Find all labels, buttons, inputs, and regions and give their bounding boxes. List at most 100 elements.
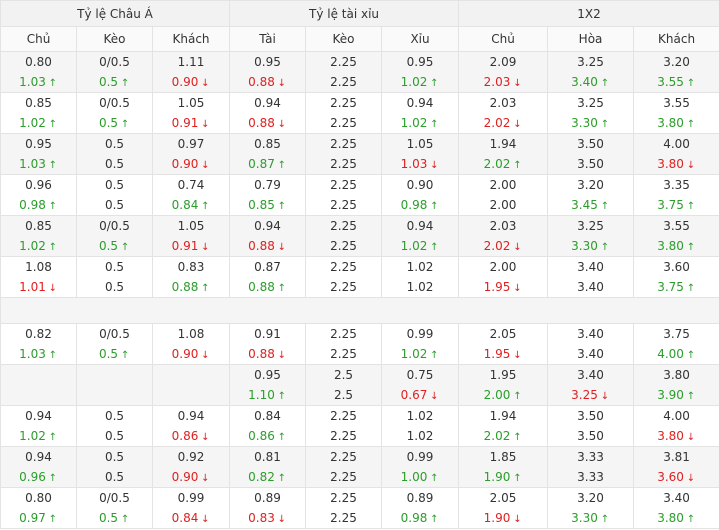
current-odds-value: 0.84	[171, 511, 199, 525]
arrow-up-icon: ↑	[513, 473, 522, 484]
table-row: 0.82 1.03 ↑ 0/0.5 0.5 ↑ 1.08 0.90 ↓ 0.91 0.88 ↓ 2.25…	[0, 323, 719, 365]
current-odds-value: 0.96	[19, 470, 46, 484]
odds-cell: 1.11 0.90 ↓	[151, 51, 231, 93]
arrow-up-icon: ↑	[430, 78, 439, 89]
odds-cell: 3.40 3.40	[547, 256, 635, 298]
odds-cell: 0.5 0.5	[76, 405, 153, 447]
arrow-down-icon: ↓	[277, 242, 287, 253]
current-odds-value: 1.90	[483, 470, 511, 484]
arrow-down-icon: ↓	[686, 432, 696, 443]
current-odds: 2.25	[307, 72, 381, 92]
current-odds: 2.25	[307, 154, 381, 174]
empty-cell	[0, 297, 719, 324]
current-odds-value: 3.80	[657, 239, 684, 253]
current-odds-value: 3.40	[571, 75, 598, 89]
odds-cell: 0.80 0.97 ↑	[0, 487, 77, 529]
odds-cell: 0.95 0.88 ↓	[229, 51, 307, 93]
current-odds-value: 1.03	[19, 157, 46, 171]
current-odds: 0.91 ↓	[154, 236, 229, 256]
current-odds: 3.80 ↑	[635, 508, 719, 528]
current-odds	[154, 385, 229, 405]
odds-cell: 0.95 1.02 ↑	[381, 51, 460, 93]
odds-cell: 0.99 1.02 ↑	[381, 323, 460, 365]
odds-cell: 0.95 1.03 ↑	[0, 133, 77, 175]
arrow-up-icon: ↑	[600, 514, 610, 525]
arrow-down-icon: ↓	[513, 119, 522, 130]
odds-cell: 0.89 0.83 ↓	[229, 487, 307, 529]
opening-odds: 0.82	[25, 327, 52, 341]
opening-odds: 0/0.5	[99, 219, 130, 233]
odds-cell: 2.25 2.25	[305, 405, 383, 447]
current-odds-value: 0.5	[98, 116, 119, 130]
col-line: Kèo	[305, 26, 383, 52]
opening-odds: 3.20	[577, 491, 604, 505]
group-header-row: Tỷ lệ Châu Á Tỷ lệ tài xỉu 1X2	[0, 0, 719, 27]
current-odds-value: 1.02	[400, 347, 428, 361]
odds-cell: 0.79 0.85 ↑	[229, 174, 307, 216]
current-odds: 2.25	[307, 195, 381, 215]
current-odds-value: 2.25	[330, 511, 357, 525]
arrow-up-icon: ↑	[120, 242, 130, 253]
odds-cell: 0.94 1.02 ↑	[0, 405, 77, 447]
current-odds: 3.50	[549, 154, 633, 174]
arrow-up-icon: ↑	[686, 119, 696, 130]
current-odds: 3.80 ↓	[635, 154, 719, 174]
odds-cell	[0, 364, 77, 406]
current-odds-value: 0.5	[98, 239, 119, 253]
odds-cell: 0/0.5 0.5 ↑	[76, 51, 153, 93]
opening-odds: 0.84	[254, 409, 281, 423]
arrow-up-icon: ↑	[686, 283, 696, 294]
opening-odds	[154, 366, 229, 386]
col-under: Xỉu	[381, 26, 460, 52]
opening-odds: 3.50	[577, 409, 604, 423]
arrow-up-icon: ↑	[277, 432, 287, 443]
current-odds: 0.90 ↓	[154, 467, 229, 487]
current-odds: 2.25	[307, 426, 381, 446]
arrow-up-icon: ↑	[120, 78, 130, 89]
arrow-down-icon: ↓	[201, 160, 210, 171]
current-odds-value: 3.50	[577, 157, 604, 171]
opening-odds: 3.25	[577, 219, 604, 233]
table-row-empty	[0, 297, 719, 324]
arrow-up-icon: ↑	[430, 350, 439, 361]
odds-cell: 0.99 1.00 ↑	[381, 446, 460, 488]
odds-cell: 0.82 1.03 ↑	[0, 323, 77, 365]
opening-odds: 3.40	[577, 327, 604, 341]
current-odds: 2.00	[460, 195, 547, 215]
current-odds-value: 0.5	[104, 470, 125, 484]
col-over: Tài	[229, 26, 307, 52]
current-odds: 0.87 ↑	[231, 154, 305, 174]
arrow-down-icon: ↓	[201, 350, 210, 361]
current-odds: 1.00 ↑	[383, 467, 458, 487]
current-odds-value: 2.25	[330, 347, 357, 361]
current-odds-value: 0.5	[98, 347, 119, 361]
opening-odds: 1.02	[406, 409, 434, 423]
current-odds-value: 2.03	[483, 75, 511, 89]
arrow-down-icon: ↓	[277, 78, 287, 89]
current-odds-value: 3.30	[571, 239, 598, 253]
odds-cell: 0.94 1.02 ↑	[381, 92, 460, 134]
current-odds: 1.95 ↓	[460, 344, 547, 364]
current-odds-value: 0.85	[248, 198, 275, 212]
odds-cell: 2.25 2.25	[305, 256, 383, 298]
odds-cell: 2.5 2.5	[305, 364, 383, 406]
opening-odds: 0.83	[177, 260, 205, 274]
current-odds-value: 1.02	[406, 429, 434, 443]
opening-odds: 0.90	[406, 178, 434, 192]
current-odds: 3.90 ↑	[635, 385, 719, 405]
current-odds: 0.5 ↑	[78, 344, 152, 364]
current-odds-value: 0.91	[171, 239, 199, 253]
current-odds: 2.02 ↑	[460, 426, 547, 446]
arrow-up-icon: ↑	[513, 391, 522, 402]
current-odds: 0.86 ↓	[154, 426, 229, 446]
current-odds-value: 3.33	[577, 470, 604, 484]
odds-cell: 2.25 2.25	[305, 133, 383, 175]
group-asian-handicap: Tỷ lệ Châu Á	[0, 0, 231, 27]
current-odds: 4.00 ↑	[635, 344, 719, 364]
arrow-up-icon: ↑	[600, 119, 610, 130]
current-odds-value: 0.83	[248, 511, 275, 525]
arrow-up-icon: ↑	[201, 283, 210, 294]
current-odds-value: 3.75	[657, 280, 684, 294]
current-odds: 1.02 ↑	[2, 426, 76, 446]
